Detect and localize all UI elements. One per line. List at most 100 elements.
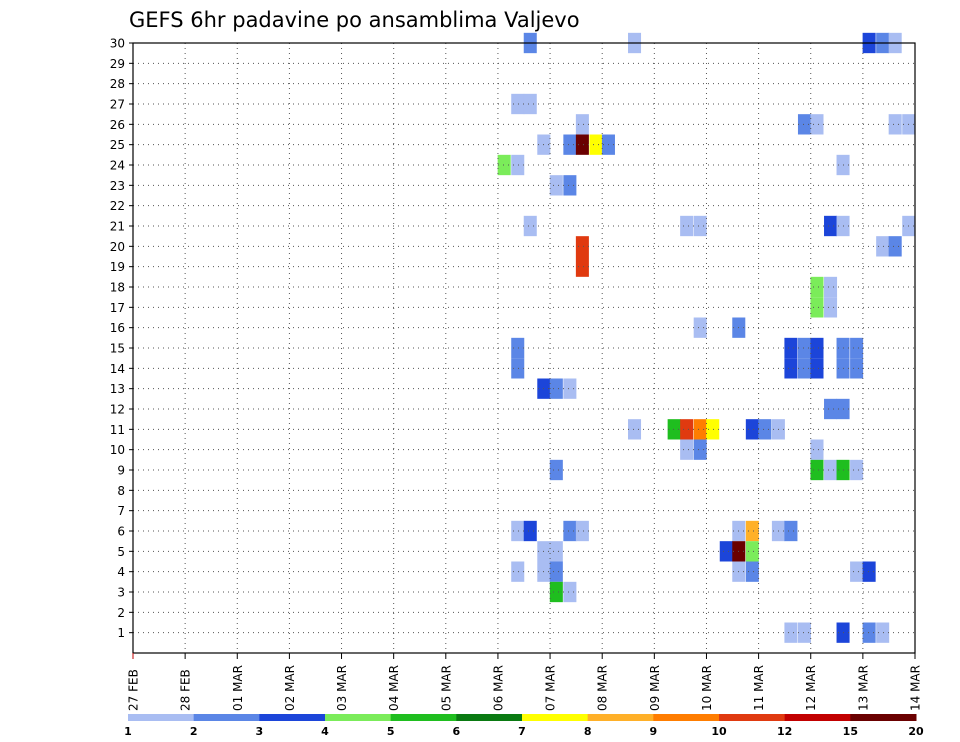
heatmap-cell <box>667 419 681 440</box>
y-tick-label: 9 <box>117 464 125 478</box>
heatmap-cell <box>810 459 824 481</box>
y-tick-label: 27 <box>110 98 125 112</box>
heatmap-cell <box>511 154 525 176</box>
grid-lines <box>133 43 915 653</box>
y-tick-label: 20 <box>110 240 125 254</box>
heatmap-cell <box>563 581 577 603</box>
legend-swatch <box>653 714 720 721</box>
heatmap-cell <box>680 419 694 440</box>
legend-swatch <box>522 714 589 721</box>
heatmap-cell <box>797 622 811 643</box>
y-tick-label: 11 <box>110 423 125 437</box>
x-tick-label: 04 MAR <box>387 665 401 711</box>
heatmap-cell <box>511 520 525 542</box>
heatmap-cell <box>693 419 707 440</box>
legend-swatch <box>587 714 654 721</box>
x-tick-label: 28 FEB <box>179 669 193 711</box>
heatmap-cell <box>876 622 890 643</box>
heatmap-cell <box>511 337 525 359</box>
y-axis: 1234567891011121314151617181920212223242… <box>110 37 133 640</box>
heatmap-cell <box>523 215 537 237</box>
legend-label: 4 <box>321 725 329 738</box>
y-tick-label: 29 <box>110 57 125 71</box>
heatmap-cell <box>758 419 772 440</box>
x-tick-label: 27 FEB <box>127 669 141 711</box>
legend-label: 7 <box>518 725 526 738</box>
y-tick-label: 4 <box>117 565 125 579</box>
heatmap-cell <box>575 134 589 155</box>
y-tick-label: 10 <box>110 443 125 457</box>
heatmap-cell <box>824 297 838 318</box>
heatmap-cell <box>563 175 577 196</box>
x-tick-label: 07 MAR <box>544 665 558 711</box>
y-tick-label: 22 <box>110 199 125 213</box>
heatmap-cell <box>797 114 811 135</box>
legend-label: 12 <box>777 725 792 738</box>
heatmap-cell <box>693 317 707 338</box>
heatmap-cell <box>862 561 876 582</box>
legend-label: 10 <box>711 725 727 738</box>
x-tick-label: 06 MAR <box>491 665 505 711</box>
y-tick-label: 26 <box>110 118 125 132</box>
heatmap-cell <box>784 337 798 359</box>
legend-label: 2 <box>190 725 198 738</box>
x-tick-label: 09 MAR <box>648 665 662 711</box>
heatmap-cell <box>719 541 733 562</box>
legend-label: 9 <box>650 725 658 738</box>
legend-swatch <box>193 714 260 721</box>
legend-label: 6 <box>453 725 461 738</box>
heatmap-cell <box>693 215 707 237</box>
y-tick-label: 7 <box>117 504 125 518</box>
y-tick-label: 3 <box>117 586 125 600</box>
heatmap-cell <box>888 236 902 257</box>
legend-swatch <box>850 714 917 721</box>
legend-swatch <box>456 714 523 721</box>
heatmap-cell <box>824 215 838 237</box>
heatmap-cell <box>549 581 563 603</box>
heatmap-cell <box>523 93 537 115</box>
heatmap-cell <box>706 419 720 440</box>
heatmap-cell <box>511 561 525 582</box>
heatmap-cell <box>810 114 824 135</box>
legend-label: 8 <box>584 725 592 738</box>
heatmap-cell <box>850 459 864 481</box>
legend-swatch <box>128 714 195 721</box>
y-tick-label: 30 <box>110 37 125 51</box>
heatmap-cell <box>575 114 589 135</box>
y-tick-label: 2 <box>117 606 125 620</box>
heatmap-cell <box>810 276 824 298</box>
heatmap-cell <box>628 419 642 440</box>
heatmap-cell <box>784 358 798 379</box>
x-tick-label: 10 MAR <box>700 665 714 711</box>
legend-swatch <box>390 714 457 721</box>
heatmap-cell <box>549 378 563 399</box>
heatmap-cell <box>693 439 707 460</box>
heatmap-cell <box>549 175 563 196</box>
legend-swatch <box>259 714 326 721</box>
heatmap-cell <box>549 541 563 562</box>
y-tick-label: 13 <box>110 382 125 396</box>
heatmap-cell <box>563 378 577 399</box>
legend-swatch <box>784 714 851 721</box>
heatmap-cell <box>680 215 694 237</box>
heatmap-cells <box>497 32 916 643</box>
x-tick-label: 12 MAR <box>804 665 818 711</box>
heatmap-cell <box>824 459 838 481</box>
heatmap-cell <box>850 337 864 359</box>
legend-label: 1 <box>124 725 132 738</box>
heatmap-cell <box>876 236 890 257</box>
heatmap-cell <box>575 236 589 257</box>
legend-label: 20 <box>908 725 924 738</box>
heatmap-cell <box>850 561 864 582</box>
x-tick-label: 05 MAR <box>439 665 453 711</box>
y-tick-label: 12 <box>110 403 125 417</box>
y-tick-label: 6 <box>117 525 125 539</box>
legend-label: 5 <box>387 725 395 738</box>
y-tick-label: 16 <box>110 321 125 335</box>
heatmap-cell <box>745 520 759 542</box>
heatmap-cell <box>784 622 798 643</box>
heatmap-cell <box>589 134 603 155</box>
heatmap-cell <box>563 520 577 542</box>
x-tick-label: 11 MAR <box>752 665 766 711</box>
